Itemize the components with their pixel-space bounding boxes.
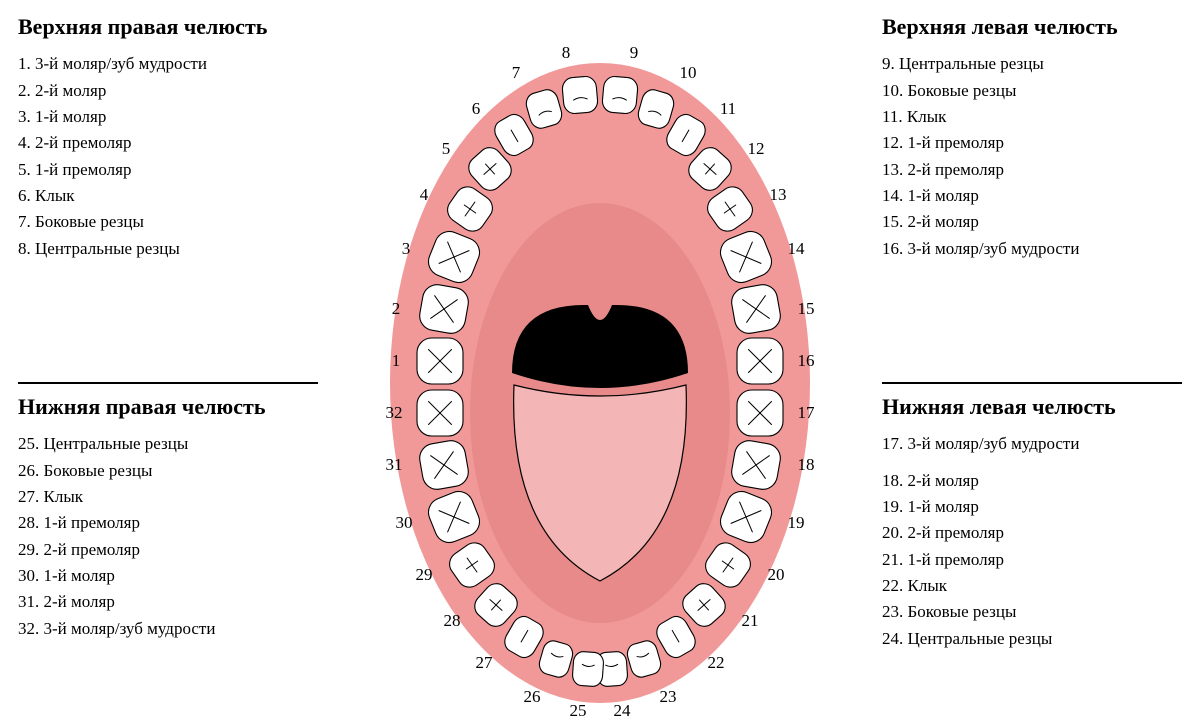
tooth-list-item: 16. 3-й моляр/зуб мудрости	[882, 236, 1182, 262]
tooth-list-item: 30. 1-й моляр	[18, 563, 318, 589]
tooth-number-19: 19	[788, 513, 805, 533]
tooth-list-item: 31. 2-й моляр	[18, 589, 318, 615]
tooth-list-item: 19. 1-й моляр	[882, 494, 1182, 520]
tooth-number-30: 30	[396, 513, 413, 533]
tooth-8	[561, 75, 598, 114]
tooth-list-item: 23. Боковые резцы	[882, 599, 1182, 625]
tooth-18	[729, 438, 782, 491]
tooth-list-item: 27. Клык	[18, 484, 318, 510]
tooth-number-9: 9	[630, 43, 639, 63]
tooth-31	[417, 438, 470, 491]
tooth-list-ul: 9. Центральные резцы10. Боковые резцы11.…	[882, 51, 1182, 262]
tooth-list-item: 32. 3-й моляр/зуб мудрости	[18, 616, 318, 642]
tooth-number-21: 21	[742, 611, 759, 631]
tooth-number-32: 32	[386, 403, 403, 423]
tooth-number-31: 31	[386, 455, 403, 475]
tooth-list-item: 10. Боковые резцы	[882, 78, 1182, 104]
tooth-number-4: 4	[420, 185, 429, 205]
tooth-list-item: 11. Клык	[882, 104, 1182, 130]
tooth-list-item: 14. 1-й моляр	[882, 183, 1182, 209]
tooth-25	[572, 650, 604, 686]
tooth-number-15: 15	[798, 299, 815, 319]
tooth-list-item: 28. 1-й премоляр	[18, 510, 318, 536]
tooth-number-11: 11	[720, 99, 736, 119]
tooth-list-ur: 1. 3-й моляр/зуб мудрости2. 2-й моляр3. …	[18, 51, 318, 262]
tooth-number-18: 18	[798, 455, 815, 475]
divider	[18, 382, 318, 384]
tooth-list-item: 13. 2-й премоляр	[882, 157, 1182, 183]
tooth-number-12: 12	[748, 139, 765, 159]
mouth-diagram: 1234567891011121314151617181920212223242…	[340, 13, 860, 713]
tooth-9	[601, 75, 638, 114]
tooth-list-item: 20. 2-й премоляр	[882, 520, 1182, 546]
section-title: Нижняя левая челюсть	[882, 394, 1182, 419]
tooth-number-14: 14	[788, 239, 805, 259]
tooth-number-25: 25	[570, 701, 587, 721]
tooth-number-10: 10	[680, 63, 697, 83]
tooth-number-6: 6	[472, 99, 481, 119]
tooth-number-8: 8	[562, 43, 571, 63]
tooth-list-item: 17. 3-й моляр/зуб мудрости	[882, 431, 1182, 457]
tooth-list-item: 3. 1-й моляр	[18, 104, 318, 130]
tooth-number-3: 3	[402, 239, 411, 259]
tooth-number-7: 7	[512, 63, 521, 83]
tooth-list-item: 12. 1-й премоляр	[882, 130, 1182, 156]
tooth-list-item: 24. Центральные резцы	[882, 626, 1182, 652]
tooth-list-item: 15. 2-й моляр	[882, 209, 1182, 235]
tooth-number-5: 5	[442, 139, 451, 159]
tooth-list-item: 6. Клык	[18, 183, 318, 209]
tooth-list-item: 26. Боковые резцы	[18, 458, 318, 484]
tooth-list-item: 9. Центральные резцы	[882, 51, 1182, 77]
tooth-list-item: 21. 1-й премоляр	[882, 547, 1182, 573]
tooth-1	[417, 338, 463, 384]
upper-right-jaw-section: Верхняя правая челюсть 1. 3-й моляр/зуб …	[18, 14, 318, 262]
tooth-number-16: 16	[798, 351, 815, 371]
section-title: Верхняя левая челюсть	[882, 14, 1182, 39]
tooth-number-22: 22	[708, 653, 725, 673]
tooth-list-item: 25. Центральные резцы	[18, 431, 318, 457]
tooth-number-23: 23	[660, 687, 677, 707]
tooth-number-1: 1	[392, 351, 401, 371]
mouth-svg	[340, 13, 860, 713]
lower-right-jaw-section: Нижняя правая челюсть 25. Центральные ре…	[18, 382, 318, 642]
section-title: Верхняя правая челюсть	[18, 14, 318, 39]
divider	[882, 382, 1182, 384]
tooth-number-26: 26	[524, 687, 541, 707]
tooth-list-item: 5. 1-й премоляр	[18, 157, 318, 183]
tooth-16	[737, 338, 783, 384]
tooth-list-item: 22. Клык	[882, 573, 1182, 599]
tooth-15	[729, 282, 782, 335]
tooth-list-item: 18. 2-й моляр	[882, 468, 1182, 494]
tooth-list-ll: 17. 3-й моляр/зуб мудрости 18. 2-й моляр1…	[882, 431, 1182, 652]
tooth-number-20: 20	[768, 565, 785, 585]
tooth-list-item: 4. 2-й премоляр	[18, 130, 318, 156]
tooth-32	[417, 390, 463, 436]
tooth-list-item: 2. 2-й моляр	[18, 78, 318, 104]
tooth-number-17: 17	[798, 403, 815, 423]
tooth-17	[737, 390, 783, 436]
tooth-number-28: 28	[444, 611, 461, 631]
tooth-number-24: 24	[614, 701, 631, 721]
tooth-list-item: 8. Центральные резцы	[18, 236, 318, 262]
tooth-number-13: 13	[770, 185, 787, 205]
section-title: Нижняя правая челюсть	[18, 394, 318, 419]
tooth-2	[417, 282, 470, 335]
tooth-list-item: 29. 2-й премоляр	[18, 537, 318, 563]
tooth-list-item: 1. 3-й моляр/зуб мудрости	[18, 51, 318, 77]
tooth-number-2: 2	[392, 299, 401, 319]
tooth-list-lr: 25. Центральные резцы26. Боковые резцы27…	[18, 431, 318, 642]
lower-left-jaw-section: Нижняя левая челюсть 17. 3-й моляр/зуб м…	[882, 382, 1182, 652]
upper-left-jaw-section: Верхняя левая челюсть 9. Центральные рез…	[882, 14, 1182, 262]
tooth-list-item: 7. Боковые резцы	[18, 209, 318, 235]
tooth-number-27: 27	[476, 653, 493, 673]
tooth-number-29: 29	[416, 565, 433, 585]
